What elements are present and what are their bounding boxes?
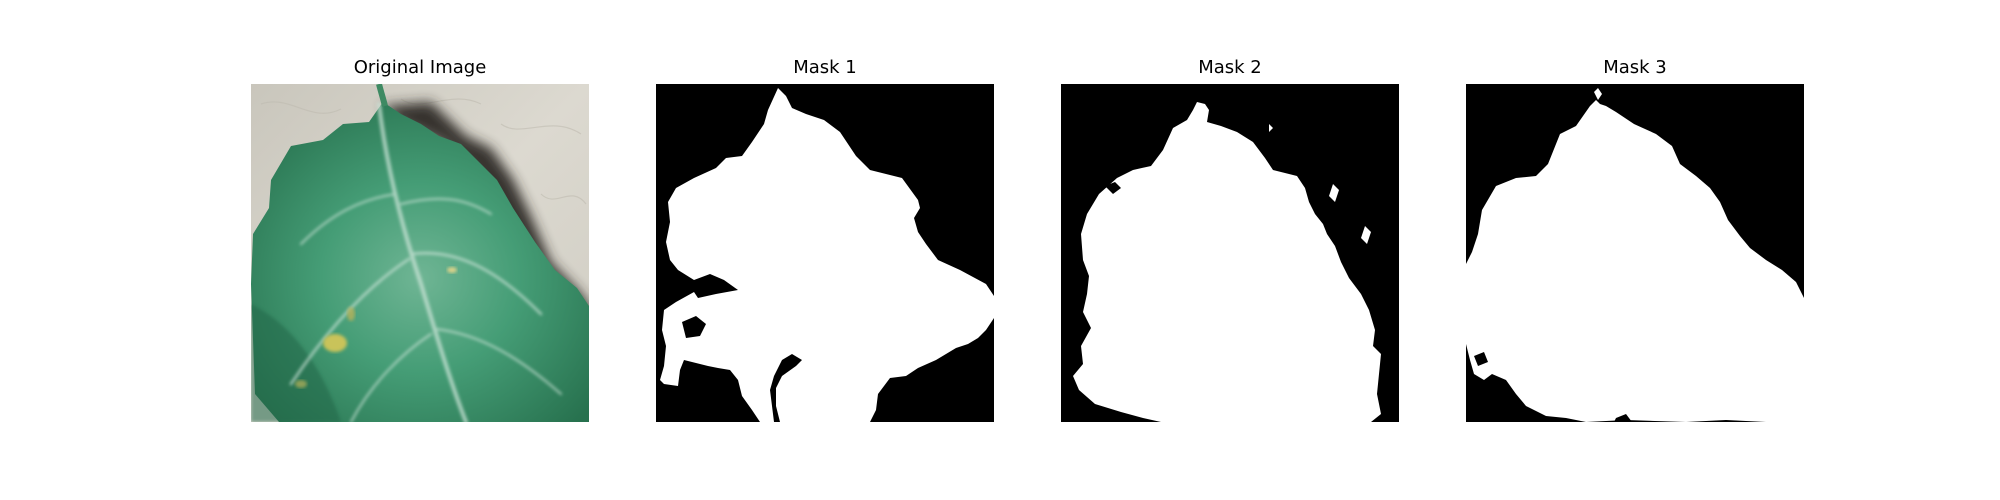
panel-title: Mask 2 (1061, 56, 1399, 80)
panel-mask-1: Mask 1 (656, 56, 994, 442)
mask-2-image (1061, 84, 1399, 422)
panel-title: Original Image (251, 56, 589, 80)
panel-original-image: Original Image (251, 56, 589, 442)
panel-mask-2: Mask 2 (1061, 56, 1399, 442)
mask-3-image (1466, 84, 1804, 422)
panel-mask-3: Mask 3 (1466, 56, 1804, 442)
panel-title: Mask 1 (656, 56, 994, 80)
panel-title: Mask 3 (1466, 56, 1804, 80)
mask-1-image (656, 84, 994, 422)
original-leaf-image (251, 84, 589, 422)
